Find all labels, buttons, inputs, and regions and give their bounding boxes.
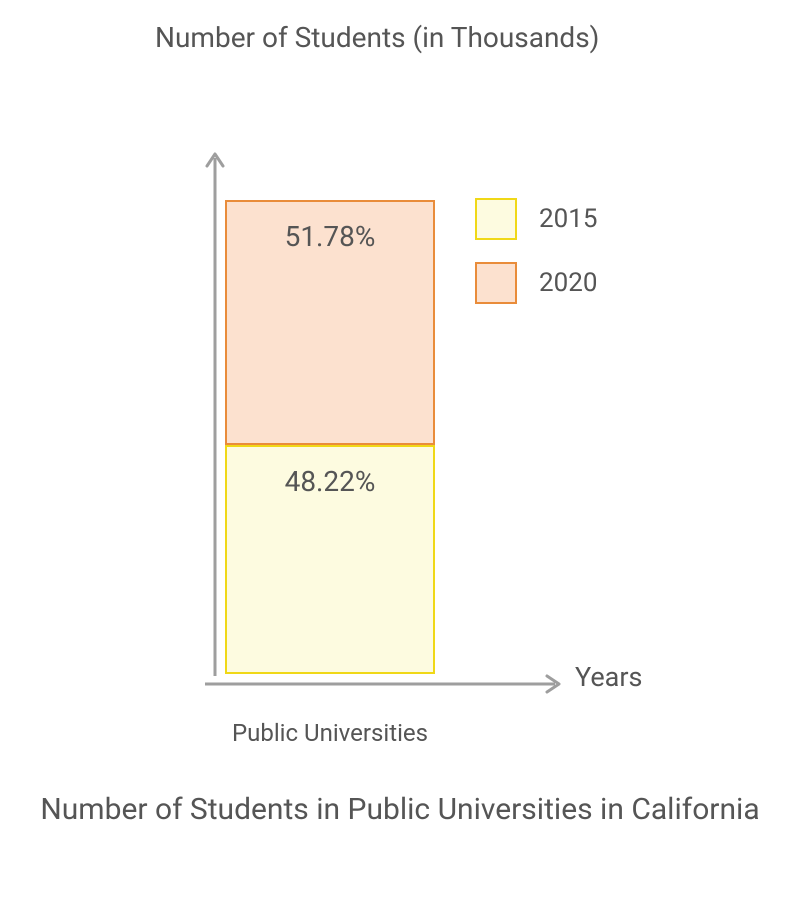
plot-area: 51.78% 48.22% (225, 200, 435, 674)
bar-segment-2020: 51.78% (225, 200, 435, 445)
legend-label-2020: 2020 (539, 268, 597, 298)
bar-segment-2015-label: 48.22% (227, 465, 433, 498)
chart-title: Number of Students in Public Universitie… (40, 790, 760, 829)
legend: 2015 2020 (475, 198, 597, 326)
legend-swatch-2015 (475, 198, 517, 240)
legend-item-2015: 2015 (475, 198, 597, 240)
chart-container: Number of Students (in Thousands) Years … (0, 0, 800, 903)
bar-segment-2020-label: 51.78% (227, 220, 433, 253)
legend-label-2015: 2015 (539, 204, 597, 234)
legend-swatch-2020 (475, 262, 517, 304)
legend-item-2020: 2020 (475, 262, 597, 304)
x-axis-title: Years (575, 661, 642, 693)
y-axis-title: Number of Students (in Thousands) (155, 20, 599, 55)
bar-segment-2015: 48.22% (225, 445, 435, 674)
category-label: Public Universities (225, 718, 435, 748)
x-axis-arrow (205, 674, 565, 694)
y-axis-arrow (205, 150, 225, 680)
